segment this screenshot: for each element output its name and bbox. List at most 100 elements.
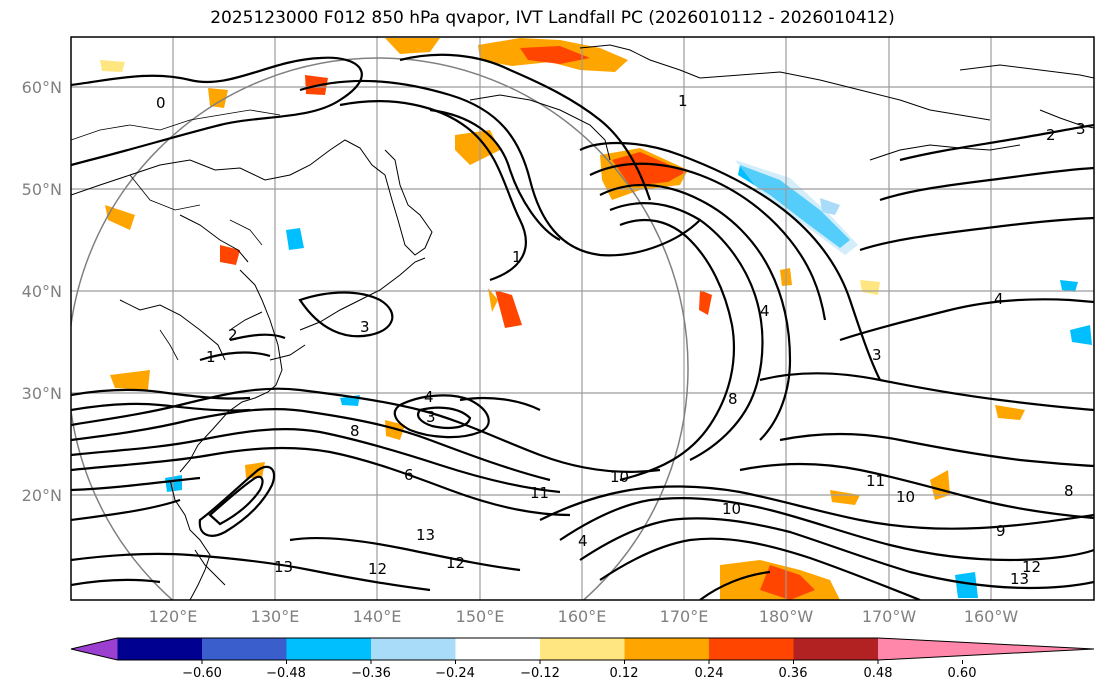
colorbar-tick-label: 0.60 xyxy=(948,666,977,681)
contour-label: 1 xyxy=(206,348,216,366)
contour-label: 2 xyxy=(228,326,238,344)
shade-negative xyxy=(286,228,304,250)
lat-label: 20°N xyxy=(22,486,62,505)
contour-label: 6 xyxy=(404,466,414,484)
colorbar-tick-label: −0.36 xyxy=(351,666,391,681)
shading-layer xyxy=(100,38,1092,600)
contour-label: 2 xyxy=(1046,126,1056,144)
colorbar-tick-label: 0.24 xyxy=(695,666,724,681)
contour-label-layer: 0 1 1 1 2 3 4 3 8 6 10 11 10 13 12 12 13… xyxy=(156,92,1086,588)
lon-label: 180°W xyxy=(759,607,814,626)
colorbar-extend-low xyxy=(71,638,118,660)
contour-label: 3 xyxy=(360,318,370,336)
colorbar-segment xyxy=(540,638,625,660)
map-layers: 0 1 1 1 2 3 4 3 8 6 10 11 10 13 12 12 13… xyxy=(71,37,1094,600)
contour-label: 12 xyxy=(1022,558,1041,576)
shade-positive xyxy=(830,490,860,505)
colorbar: −0.60 −0.48 −0.36 −0.24 −0.12 0.12 0.24 … xyxy=(70,637,1095,681)
contour-label: 11 xyxy=(866,472,885,490)
shade-positive xyxy=(488,288,498,312)
contour-lines xyxy=(71,53,1094,600)
shade-positive xyxy=(105,205,135,230)
contour-label: 10 xyxy=(896,488,915,506)
contour-label: 8 xyxy=(1064,482,1074,500)
radius-circle xyxy=(71,57,689,600)
lon-label: 170°E xyxy=(660,607,709,626)
shade-positive xyxy=(930,470,950,500)
contour-label: 4 xyxy=(994,290,1004,308)
longitude-axis: 120°E 130°E 140°E 150°E 160°E 170°E 180°… xyxy=(149,607,1019,626)
contour-label: 3 xyxy=(1076,120,1086,138)
contour-label: 9 xyxy=(996,522,1006,540)
lon-label: 140°E xyxy=(353,607,402,626)
colorbar-segment xyxy=(455,638,541,660)
contour-label: 11 xyxy=(530,484,549,502)
shade-negative xyxy=(1060,280,1078,292)
colorbar-tick-label: 0.48 xyxy=(864,666,893,681)
colorbar-tick-label: −0.24 xyxy=(435,666,475,681)
lon-label: 170°W xyxy=(862,607,917,626)
colorbar-tick-label: −0.48 xyxy=(266,666,306,681)
contour-label: 8 xyxy=(350,422,360,440)
shade-positive xyxy=(385,38,440,54)
contour-label: 12 xyxy=(368,560,387,578)
contour-label: 3 xyxy=(426,408,436,426)
colorbar-segment xyxy=(371,638,456,660)
colorbar-segment xyxy=(286,638,372,660)
contour-label: 1 xyxy=(512,248,522,266)
colorbar-tick-label: −0.12 xyxy=(520,666,560,681)
lon-label: 130°E xyxy=(251,607,300,626)
borders xyxy=(71,109,281,361)
colorbar-tick-label: 0.36 xyxy=(779,666,808,681)
colorbar-segment xyxy=(624,638,710,660)
plot-title: 2025123000 F012 850 hPa qvapor, IVT Land… xyxy=(210,8,895,28)
shade-positive xyxy=(208,88,228,108)
contour-label: 3 xyxy=(872,346,882,364)
colorbar-segment xyxy=(117,638,203,660)
lat-label: 30°N xyxy=(22,384,62,403)
contour-label: 4 xyxy=(424,388,434,406)
colorbar-ticks: −0.60 −0.48 −0.36 −0.24 −0.12 0.12 0.24 … xyxy=(182,666,976,681)
lon-label: 160°E xyxy=(558,607,607,626)
colorbar-segment xyxy=(202,638,287,660)
contour-label: 4 xyxy=(760,302,770,320)
lat-label: 60°N xyxy=(22,78,62,97)
contour-label: 10 xyxy=(610,468,629,486)
shade-positive xyxy=(760,565,815,600)
contour-label: 1 xyxy=(678,92,688,110)
contour-label: 13 xyxy=(416,526,435,544)
shade-positive xyxy=(220,245,240,265)
shade-negative xyxy=(1070,325,1092,345)
colorbar-segment xyxy=(793,638,879,660)
colorbar-segment xyxy=(709,638,794,660)
shade-positive xyxy=(455,130,500,165)
lon-label: 150°E xyxy=(456,607,505,626)
shade-positive xyxy=(699,290,712,315)
shade-positive xyxy=(612,152,686,186)
shade-negative xyxy=(955,572,978,598)
contour-label: 0 xyxy=(156,94,166,112)
shade-negative xyxy=(820,198,840,215)
shade-negative xyxy=(735,160,858,255)
lon-label: 160°W xyxy=(964,607,1019,626)
lat-label: 50°N xyxy=(22,180,62,199)
shade-positive xyxy=(245,462,265,478)
colorbar-tick-label: 0.12 xyxy=(610,666,639,681)
shade-positive xyxy=(495,290,522,328)
colorbar-tick-label: −0.60 xyxy=(182,666,222,681)
contour-label: 10 xyxy=(722,500,741,518)
contour-label: 13 xyxy=(274,558,293,576)
shade-positive xyxy=(110,370,150,390)
plot-frame xyxy=(70,36,1095,601)
contour-label: 12 xyxy=(446,554,465,572)
lat-label: 40°N xyxy=(22,282,62,301)
latitude-axis: 60°N 50°N 40°N 30°N 20°N xyxy=(22,78,62,505)
contour-label: 8 xyxy=(728,390,738,408)
colorbar-segments xyxy=(70,637,1095,664)
shade-positive xyxy=(385,420,405,440)
contour-label: 4 xyxy=(578,532,588,550)
shade-positive xyxy=(520,46,590,64)
colorbar-extend-high xyxy=(878,638,1094,660)
shade-positive xyxy=(995,405,1025,420)
